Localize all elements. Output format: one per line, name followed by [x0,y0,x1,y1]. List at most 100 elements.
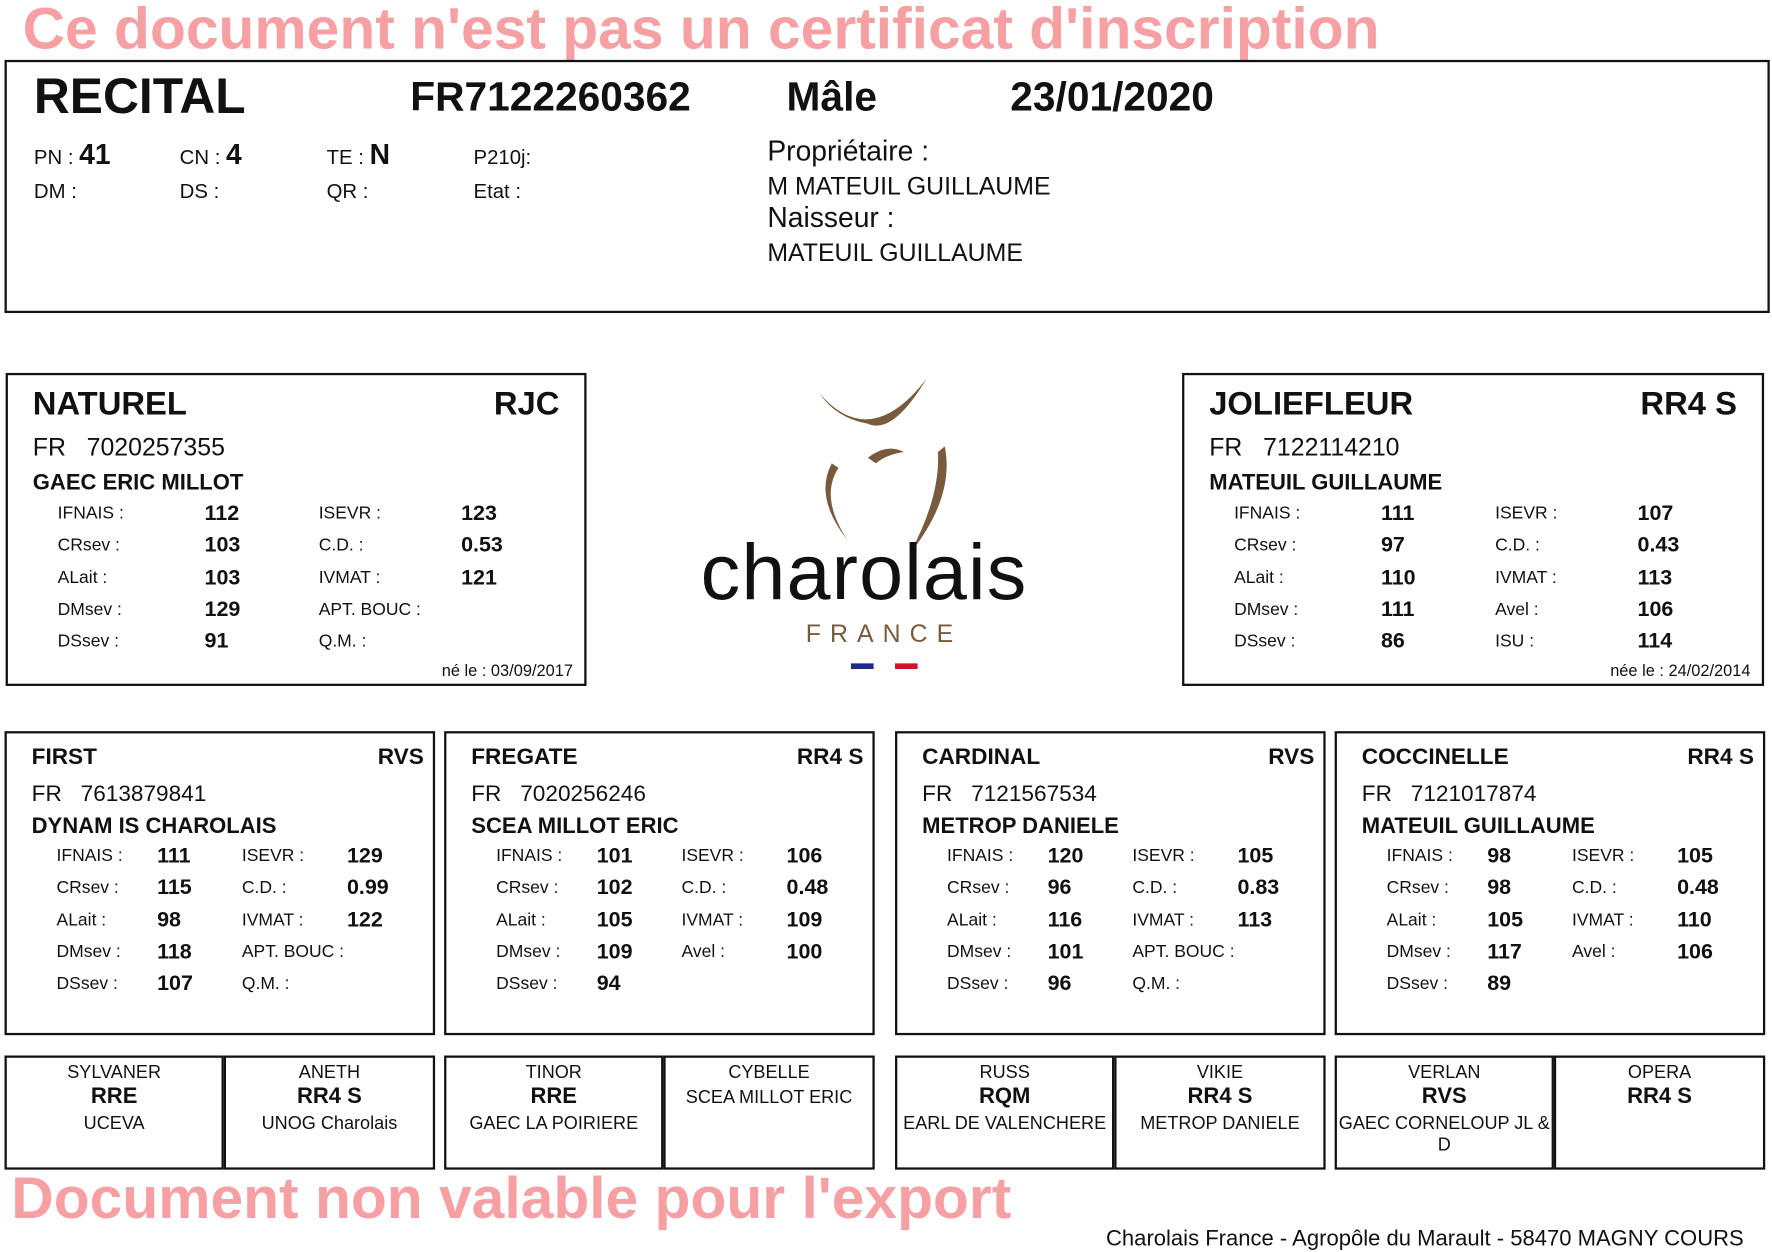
stats-grid: IFNAIS : 101 ISEVR : 106 CRsev : 102 C.D. : 0.4… [496,844,854,1004]
field-label: CN : [179,145,221,169]
stat-value: 96 [1047,876,1072,900]
stat-value: 110 [1677,908,1712,932]
grandparent-card: FREGATE RR4 S FR 7020256246 SCEA MILLOT … [444,731,875,1036]
ggp-owner: GAEC LA POIRIERE [469,1114,639,1134]
stat-value: 101 [596,844,633,868]
animal-name: RECITAL [33,68,246,125]
field: TE : N [327,139,390,172]
stat-label: CRsev : [56,878,119,898]
card-id: FR 7121017874 [1362,782,1537,808]
card-number: 7122114210 [1263,432,1400,462]
stat-value: 91 [204,629,229,654]
card-id: FR 7613879841 [32,782,207,808]
ggp-name: VERLAN [1408,1063,1481,1083]
stat-label: DMsev : [496,942,561,962]
stat-value: 102 [596,876,633,900]
dam-card: JOLIEFLEUR RR4 S FR 7122114210 MATEUIL G… [1182,372,1765,686]
stats-grid: IFNAIS : 111 ISEVR : 107 CRsev : 97 C.D. : 0.43… [1234,502,1705,662]
stat-label: C.D. : [1132,878,1178,898]
stats-grid: IFNAIS : 120 ISEVR : 105 CRsev : 96 C.D. : 0.83… [947,844,1305,1004]
ggp-qualification: RRE [530,1083,578,1109]
stat-value: 0.53 [461,533,503,558]
stat-label: IFNAIS : [496,846,563,866]
card-qualification: RJC [493,386,560,423]
stat-value: 112 [204,501,240,526]
animal-birth-date: 23/01/2020 [1010,73,1214,120]
stat-value: 0.43 [1637,533,1680,558]
stat-label: APT. BOUC : [241,942,345,962]
great-grandparent-card: RUSS RQM EARL DE VALENCHERE [895,1055,1115,1170]
stat-label: IFNAIS : [1234,504,1301,524]
stat-label: ISEVR : [1495,504,1558,524]
stat-label: DSsev : [57,631,119,652]
stat-value: 117 [1487,940,1522,964]
stat-value [461,630,529,662]
owner-name: M MATEUIL GUILLAUME [767,171,1051,201]
stat-label: ALait : [947,910,997,930]
stat-value: 122 [346,908,383,932]
stat-value: 113 [1637,565,1673,590]
stat-value [1237,940,1305,972]
card-id: FR 7020256246 [471,782,646,808]
stat-label: ISU : [1495,631,1535,652]
card-name: COCCINELLE [1361,744,1509,770]
stat-value: 89 [1487,972,1512,996]
stat-value: 118 [157,940,192,964]
stat-label: C.D. : [1571,878,1617,898]
stat-label: IVMAT : [1571,910,1634,930]
stat-value: 109 [786,908,823,932]
ggp-owner: METROP DANIELE [1140,1114,1300,1134]
stat-label: ISEVR : [1571,846,1635,866]
card-owner: MATEUIL GUILLAUME [1209,470,1443,495]
stat-label: ALait : [57,567,108,588]
stat-value: 107 [1637,501,1674,526]
stat-label: Q.M. : [318,631,367,652]
stats-grid: IFNAIS : 98 ISEVR : 105 CRsev : 98 C.D. : 0.48 A… [1387,844,1745,1004]
field-value: 41 [79,139,111,171]
ggp-qualification: RR4 S [296,1083,362,1109]
stat-value: 0.48 [1677,876,1719,900]
sire-card: NATUREL RJC FR 7020257355 GAEC ERIC MILL… [5,372,587,686]
card-qualification: RR4 S [1687,744,1754,770]
stat-label: IFNAIS : [947,846,1014,866]
ggp-name: CYBELLE [728,1063,810,1083]
field: QR : [327,173,369,206]
ggp-owner: EARL DE VALENCHERE [903,1114,1107,1134]
field: PN : 41 [34,139,111,172]
grandparent-card: FIRST RVS FR 7613879841 DYNAM IS CHAROLA… [4,731,436,1036]
card-name: NATUREL [32,386,187,423]
stat-value: 105 [596,908,633,932]
stats-grid: IFNAIS : 112 ISEVR : 123 CRsev : 103 C.D. : 0.5… [58,502,529,662]
stat-value: 98 [1487,844,1512,868]
stat-label: Avel : [1571,942,1616,962]
card-qualification: RR4 S [1640,386,1737,423]
stat-label: ISEVR : [1132,846,1195,866]
stat-value: 98 [1487,876,1512,900]
field-label: DM : [33,179,77,203]
great-grandparent-card: CYBELLE SCEA MILLOT ERIC [663,1055,875,1170]
stat-value: 120 [1047,844,1084,868]
stat-label: DSsev : [56,974,118,994]
card-owner: GAEC ERIC MILLOT [32,470,244,495]
stat-value: 103 [204,565,241,590]
card-qualification: RVS [377,744,424,770]
stat-label: APT. BOUC : [1132,942,1235,962]
card-country: FR [31,782,62,807]
card-country: FR [1209,432,1243,462]
animal-header: RECITAL FR7122260362 Mâle 23/01/2020 PN … [4,59,1770,314]
stat-value [461,598,529,630]
stat-label: ALait : [1234,567,1284,588]
field: Etat : [474,173,521,206]
card-country: FR [1361,782,1392,807]
stats-grid: IFNAIS : 111 ISEVR : 129 CRsev : 115 C.D. : 0.9… [57,844,415,1004]
stat-label: Q.M. : [241,974,290,994]
ggp-owner: GAEC CORNELOUP JL & D [1338,1114,1550,1155]
field-label: TE : [326,145,364,169]
card-number: 7020256246 [520,782,646,807]
stat-value: 110 [1380,565,1416,590]
stat-value: 106 [786,844,823,868]
field-label: PN : [33,145,74,169]
stat-value: 116 [1047,908,1083,932]
stat-label: ISEVR : [318,504,382,524]
footer-address: Charolais France - Agropôle du Marault -… [1106,1226,1744,1252]
